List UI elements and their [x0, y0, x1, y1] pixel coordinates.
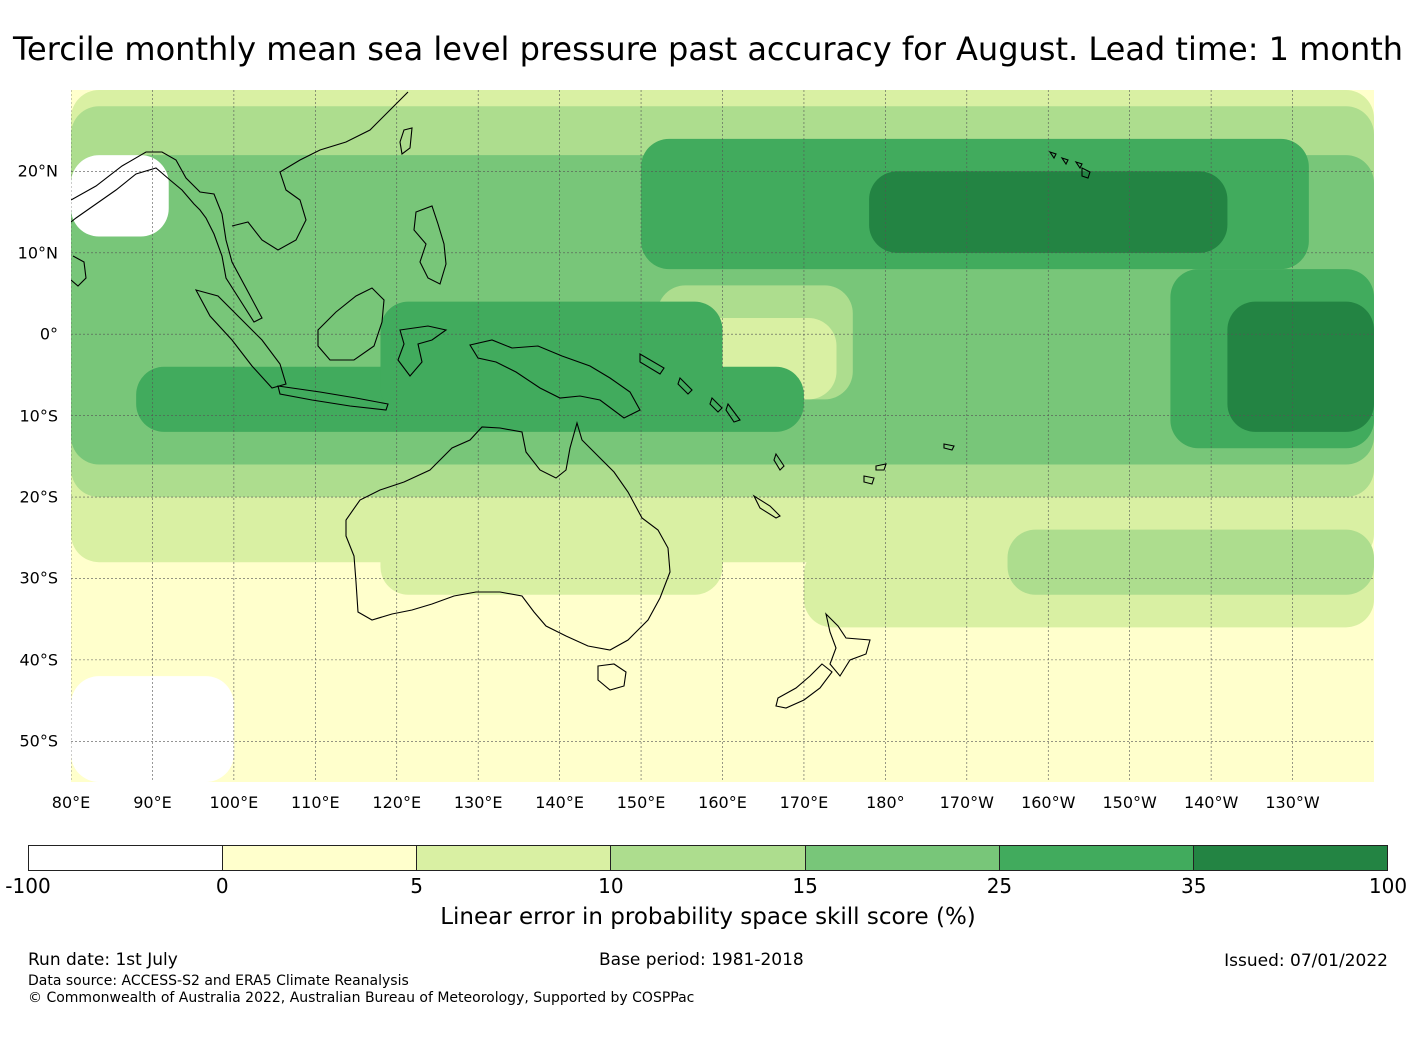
latitude-label: 10°N [17, 243, 58, 263]
solomon-islands-coastline [639, 353, 741, 423]
run-date: Run date: 1st July [28, 950, 178, 970]
longitude-label: 150°W [1102, 793, 1157, 812]
colorbar-label: Linear error in probability space skill … [440, 904, 976, 930]
longitude-label: 110°E [290, 793, 340, 812]
latitude-label: 0° [39, 324, 58, 344]
data-source: Data source: ACCESS-S2 and ERA5 Climate … [28, 973, 409, 989]
skill-region [869, 171, 1228, 253]
sulawesi-coastline [397, 325, 448, 377]
longitude-label: 180° [866, 793, 905, 812]
tasmania-coastline [597, 663, 627, 691]
copyright: © Commonwealth of Australia 2022, Austra… [28, 990, 695, 1006]
colorbar-tick-label: 100 [1368, 874, 1408, 898]
vanuatu-coastline [773, 452, 785, 471]
base-period: Base period: 1981-2018 [599, 950, 804, 970]
gridlines [71, 90, 1374, 782]
colorbar-segment [805, 846, 1000, 870]
colorbar-tick-label: 15 [792, 874, 818, 898]
australia-coastline [345, 421, 671, 651]
skill-region [1007, 529, 1374, 595]
colorbar-segment [611, 846, 806, 870]
longitude-label: 80°E [51, 793, 91, 812]
longitude-label: 170°E [779, 793, 829, 812]
longitude-label: 120°E [372, 793, 422, 812]
coastlines [71, 91, 1091, 709]
sri-lanka-coastline [71, 255, 87, 287]
colorbar-segment [223, 846, 418, 870]
skill-region [1227, 301, 1374, 432]
sumatra-coastline [194, 289, 287, 389]
indochina-coastline [231, 91, 409, 251]
colorbar-tick-label: 35 [1180, 874, 1207, 898]
latitude-label: 50°S [19, 731, 58, 751]
nz-north-island-coastline [825, 612, 871, 677]
skill-score-map [71, 90, 1374, 782]
longitude-label: 160°E [698, 793, 747, 812]
new-caledonia-coastline [752, 494, 781, 519]
longitude-label: 140°W [1183, 793, 1239, 812]
colorbar-tick-label: 5 [410, 874, 423, 898]
chart-title: Tercile monthly mean sea level pressure … [12, 30, 1404, 68]
nz-south-island-coastline [775, 663, 833, 709]
colorbar-tick-label: 10 [598, 874, 624, 898]
colorbar-tick-label: -100 [5, 874, 51, 898]
hawaii-coastline [1048, 150, 1091, 179]
issued-date: Issued: 07/01/2022 [1224, 951, 1388, 971]
colorbar-segment [29, 846, 224, 870]
borneo-coastline [317, 287, 385, 361]
samoa-coastline [943, 443, 955, 451]
skill-region [71, 676, 234, 782]
new-guinea-coastline [469, 339, 641, 419]
longitude-label: 130°W [1265, 793, 1320, 812]
colorbar-segment [1193, 846, 1387, 870]
philippines-coastline [413, 205, 447, 285]
colorbar-tick-label: 0 [215, 874, 229, 898]
longitude-label: 130°E [453, 793, 503, 812]
taiwan-coastline [399, 127, 413, 155]
longitude-label: 140°E [535, 793, 584, 812]
longitude-label: 170°W [939, 793, 994, 812]
longitude-label: 150°E [616, 793, 666, 812]
colorbar-segment [999, 846, 1194, 870]
fiji-coastline [863, 463, 887, 485]
skill-region [380, 301, 723, 416]
colorbar-tick-label: 25 [986, 874, 1013, 898]
latitude-label: 30°S [19, 568, 58, 588]
colorbar [28, 845, 1388, 871]
colorbar-segment [417, 846, 612, 870]
se-asia-coastline [71, 151, 263, 323]
longitude-label: 90°E [133, 793, 172, 812]
latitude-label: 10°S [19, 406, 58, 426]
latitude-label: 40°S [19, 650, 58, 670]
skill-region [71, 155, 169, 237]
latitude-label: 20°S [19, 487, 58, 507]
latitude-label: 20°N [17, 161, 58, 181]
longitude-label: 100°E [209, 793, 259, 812]
skill-region [380, 497, 723, 595]
longitude-label: 160°W [1021, 793, 1076, 812]
java-coastline [277, 385, 389, 411]
